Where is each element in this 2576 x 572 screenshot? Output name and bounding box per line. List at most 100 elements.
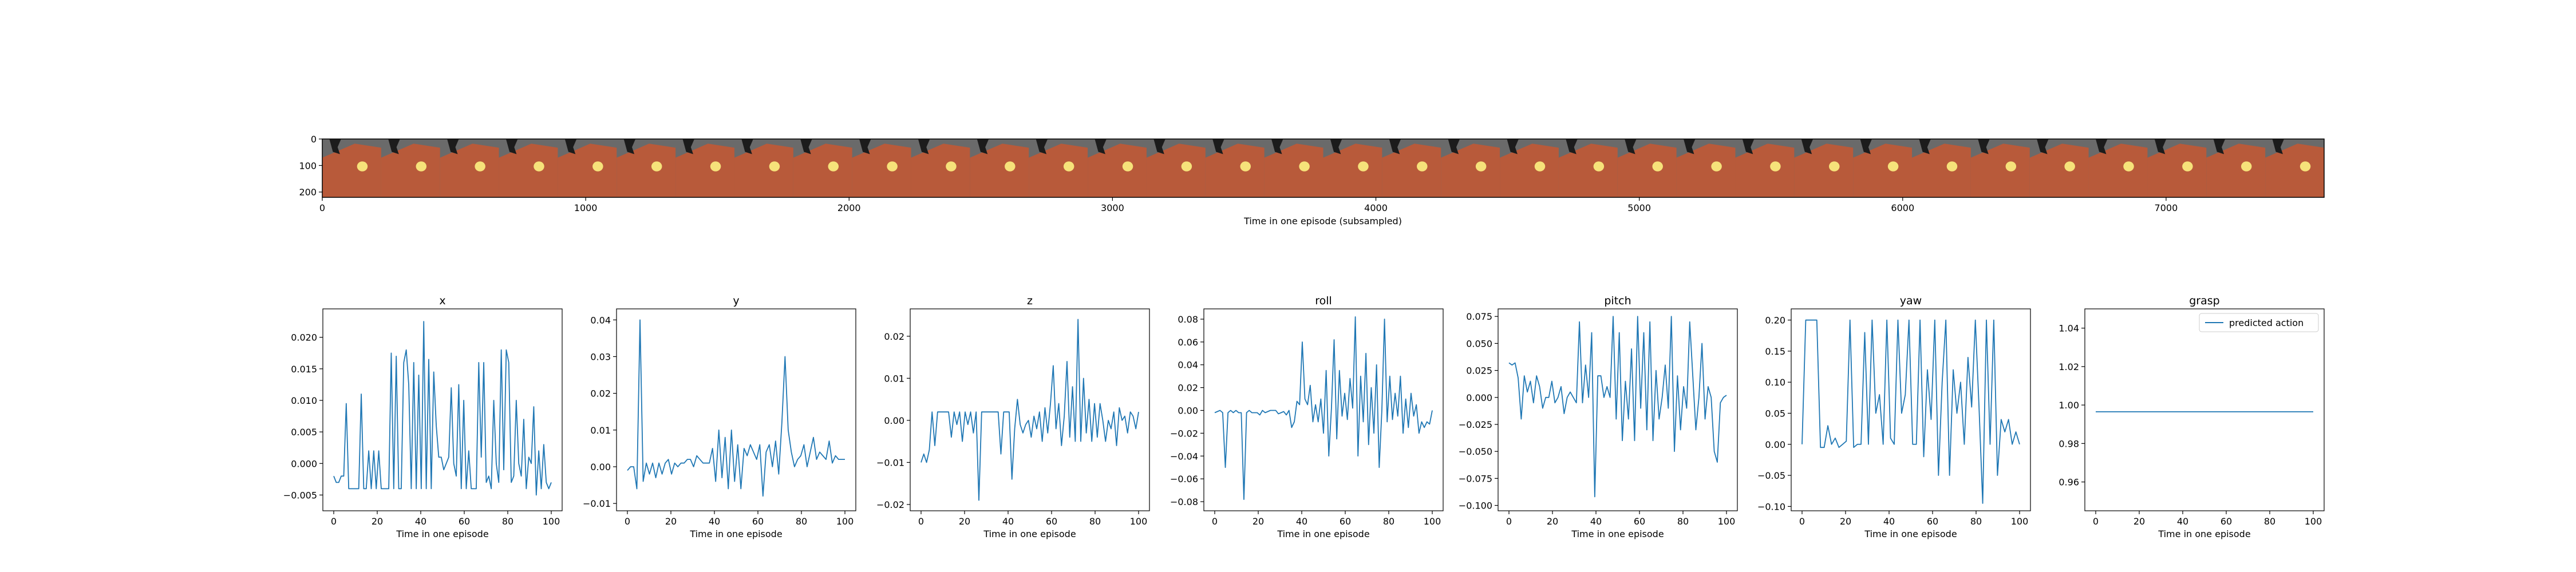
x-tick-label: 0 [1506,516,1512,527]
strip-frame-border [322,138,2325,198]
x-tick-label: 0 [319,202,325,213]
x-tick-label: 40 [1883,516,1895,527]
episode-frame [675,139,735,197]
x-tick-label: 100 [2305,516,2322,527]
y-tick-label: 200 [299,187,317,198]
episode-frame [2206,139,2266,197]
strip-y-ticks: 0 100 200 [299,134,322,198]
x-tick-label: 7000 [2155,202,2178,213]
episode-frame [558,139,617,197]
y-tick-label: −0.02 [1170,428,1198,439]
series-line [1214,316,1433,500]
axes-frame [1498,308,1738,511]
episode-frame [440,139,500,197]
x-tick-label: 1000 [574,202,598,213]
x-tick-label: 60 [1927,516,1938,527]
x-tick-label: 100 [2011,516,2029,527]
axes-frame [1203,308,1444,511]
x-tick-label: 60 [459,516,470,527]
series-line [627,319,845,497]
x-tick-label: 40 [1590,516,1602,527]
x-tick-label: 4000 [1364,202,1388,213]
y-tick-label: 0.02 [590,388,611,399]
y-tick-label: 1.04 [2059,323,2079,334]
y-tick-label: 0.010 [291,395,317,406]
y-tick-label: −0.01 [583,498,611,509]
y-tick-label: −0.050 [1459,446,1492,457]
x-tick-label: 40 [1296,516,1307,527]
y-tick-label: −0.01 [876,457,904,468]
x-tick-label: 80 [1089,516,1101,527]
x-tick-label: 6000 [1891,202,1914,213]
episode-frame [1146,139,1206,197]
episode-frame [381,139,441,197]
x-tick-label: 80 [1677,516,1689,527]
y-tick-label: 0.03 [590,351,611,362]
y-tick-label: 0.96 [2059,477,2079,488]
series-line [920,319,1139,501]
subplot-title: grasp [2189,295,2219,307]
y-tick-label: 0.005 [291,427,317,438]
x-axis-label: Time in one episode [2158,529,2250,539]
frame-images [322,139,2325,197]
axes-frame [1791,308,2031,511]
y-tick-label: 0.10 [1765,377,1785,388]
subplot-grasp: grasp 0 20 40 60 80 100 0.96 0.98 1.00 1.02 1.04 Tim… [2059,295,2325,539]
y-tick-label: 0.02 [1178,383,1198,394]
y-tick-label: 0.020 [291,332,317,343]
x-tick-label: 20 [1547,516,1558,527]
legend: predicted action [2199,313,2319,332]
y-tick-label: 0.06 [1178,337,1198,348]
episode-frame [1029,139,1088,197]
x-tick-label: 20 [665,516,677,527]
y-tick-label: 0.00 [1178,405,1198,416]
x-axis-label: Time in one episode [983,529,1076,539]
y-tick-label: 0.08 [1178,314,1198,325]
x-tick-label: 5000 [1627,202,1651,213]
x-axis-label: Time in one episode [689,529,782,539]
x-tick-label: 80 [1970,516,1982,527]
legend-label: predicted action [2229,317,2304,328]
axes-frame [910,308,1150,511]
x-tick-label: 60 [1046,516,1057,527]
subplot-title: z [1027,295,1033,307]
y-tick-label: −0.08 [1170,496,1198,507]
series-line [1801,319,2020,504]
x-tick-label: 20 [959,516,970,527]
subplot-yaw: yaw 0 20 40 60 80 100 −0.10 −0.05 0.00 0.05 0.10 0.1… [1757,295,2031,539]
episode-frame [970,139,1029,197]
axes-frame [322,308,563,511]
subplot-title: x [439,295,445,307]
y-tick-label: −0.005 [283,490,317,500]
strip-x-ticks: 0 1000 2000 3000 4000 5000 6000 7000 [319,197,2178,213]
episode-frame [2088,139,2148,197]
episode-frame [1970,139,2030,197]
y-tick-label: 0.01 [590,425,611,436]
x-tick-label: 0 [1212,516,1218,527]
x-tick-label: 100 [836,516,854,527]
episode-frame [2265,139,2325,197]
y-tick-label: 100 [299,160,317,171]
x-tick-label: 100 [1424,516,1441,527]
y-tick-label: −0.02 [876,499,904,510]
x-axis-label: Time in one episode [1571,529,1664,539]
x-tick-label: 2000 [837,202,861,213]
episode-frame [911,139,970,197]
x-tick-label: 40 [2177,516,2188,527]
subplot-title: pitch [1604,295,1631,307]
subplot-title: roll [1315,295,1332,307]
y-tick-label: −0.100 [1459,500,1492,511]
x-tick-label: 3000 [1101,202,1124,213]
y-tick-label: 0.075 [1466,311,1492,322]
x-axis-label: Time in one episode [1277,529,1369,539]
y-tick-label: 0.050 [1466,338,1492,349]
series-line [333,321,552,496]
x-tick-label: 40 [415,516,426,527]
x-tick-label: 20 [372,516,383,527]
subplot-z: z 0 20 40 60 80 100 −0.02 −0.01 0.00 0.01 0.02 Time … [876,295,1150,539]
legend-box [2199,313,2319,332]
y-tick-label: 0.20 [1765,315,1785,326]
x-tick-label: 100 [1718,516,1736,527]
y-tick-label: 0.04 [590,315,611,325]
y-tick-label: 0.000 [291,458,317,469]
